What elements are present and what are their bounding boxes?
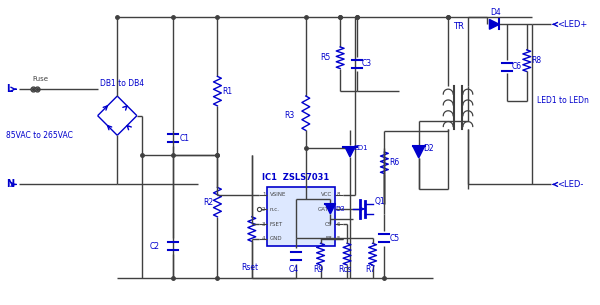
Text: R1: R1 xyxy=(223,87,232,96)
Text: DB1 to DB4: DB1 to DB4 xyxy=(100,79,144,88)
Text: Rcs: Rcs xyxy=(338,265,352,275)
Text: C5: C5 xyxy=(389,234,400,243)
Text: 85VAC to 265VAC: 85VAC to 265VAC xyxy=(6,131,73,140)
Text: Q1: Q1 xyxy=(374,197,385,206)
Text: FSET: FSET xyxy=(269,222,283,227)
Polygon shape xyxy=(325,204,335,214)
Text: R7: R7 xyxy=(365,265,376,275)
Text: IC1  ZSLS7031: IC1 ZSLS7031 xyxy=(262,174,329,182)
Text: FB: FB xyxy=(326,236,332,242)
Text: VSINE: VSINE xyxy=(269,192,286,197)
Polygon shape xyxy=(345,147,355,157)
Text: GATE: GATE xyxy=(318,207,332,212)
Text: n.c.: n.c. xyxy=(269,207,280,212)
Text: C2: C2 xyxy=(149,242,160,251)
Text: 3: 3 xyxy=(262,222,266,227)
Text: C3: C3 xyxy=(362,59,372,68)
Text: 8: 8 xyxy=(336,192,340,197)
Text: N: N xyxy=(6,179,14,189)
Text: 6: 6 xyxy=(336,222,340,227)
Text: GND: GND xyxy=(269,236,282,242)
Bar xyxy=(266,187,335,246)
Text: D4: D4 xyxy=(490,9,501,17)
Text: 5: 5 xyxy=(336,236,340,242)
Text: 2: 2 xyxy=(262,207,266,212)
Text: R2: R2 xyxy=(203,198,214,206)
Text: ZD1: ZD1 xyxy=(354,145,368,151)
Text: TR: TR xyxy=(452,22,463,31)
Text: 1: 1 xyxy=(262,192,266,197)
Text: L: L xyxy=(6,84,13,94)
Text: 4: 4 xyxy=(262,236,266,242)
Text: Rset: Rset xyxy=(241,264,259,272)
Text: 7: 7 xyxy=(336,207,340,212)
Text: <LED+: <LED+ xyxy=(557,20,587,29)
Text: Fuse: Fuse xyxy=(32,76,49,82)
Text: LED1 to LEDn: LED1 to LEDn xyxy=(536,96,589,106)
Text: C1: C1 xyxy=(179,134,189,143)
Text: R8: R8 xyxy=(532,56,542,65)
Text: C4: C4 xyxy=(289,265,299,275)
Text: D2: D2 xyxy=(424,144,434,152)
Text: D3: D3 xyxy=(335,206,345,212)
Text: R3: R3 xyxy=(284,111,294,120)
Text: R6: R6 xyxy=(389,158,400,167)
Text: <LED-: <LED- xyxy=(557,180,584,189)
Polygon shape xyxy=(490,20,499,29)
Text: C6: C6 xyxy=(512,62,522,71)
Text: CS: CS xyxy=(325,222,332,227)
Text: VCC: VCC xyxy=(321,192,332,197)
Text: R5: R5 xyxy=(320,53,331,62)
Text: R9: R9 xyxy=(313,265,323,275)
Polygon shape xyxy=(413,146,425,158)
